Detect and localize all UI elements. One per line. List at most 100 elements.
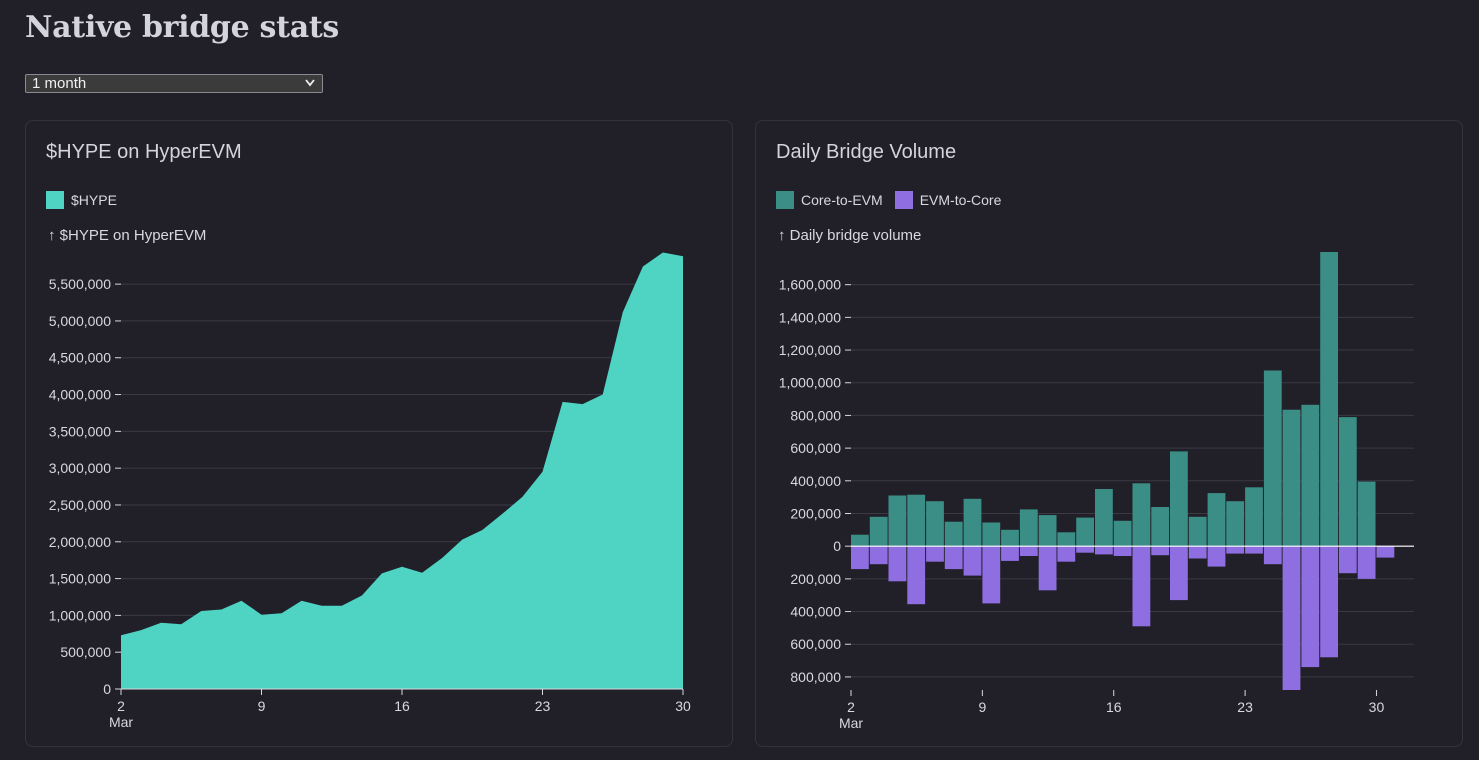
evm-to-core-bar (1076, 546, 1094, 553)
core-to-evm-bar (907, 494, 926, 547)
evm-to-core-bar (1038, 546, 1057, 591)
evm-to-core-bar (1207, 546, 1226, 567)
hype-data-point (682, 255, 685, 258)
hype-area-chart: 0 500,000 1,000,000 1,500,000 2,000,000 2,500… (49, 251, 691, 730)
legend-label-hype: $HYPE (71, 192, 117, 208)
core-to-evm-bar (1019, 509, 1038, 547)
hype-data-point (120, 634, 123, 637)
y-tick-label: 1,000,000 (49, 607, 111, 623)
evm-to-core-bar (1095, 546, 1113, 555)
x-tick-month-label: Mar (109, 714, 133, 730)
evm-to-core-bar (1226, 546, 1245, 554)
evm-to-core-bar (1188, 546, 1207, 559)
evm-to-core-bar (1113, 546, 1132, 556)
evm-to-core-bar (1357, 546, 1376, 579)
evm-to-core-bar (982, 546, 1001, 604)
evm-to-core-bar (851, 546, 869, 570)
y-tick-label: 800,000 (790, 669, 841, 685)
legend-swatch-core-to-evm (776, 191, 794, 209)
time-range-select[interactable]: 1 month (25, 74, 323, 93)
volume-chart-panel: Daily Bridge Volume Core-to-EVM EVM-to-C… (755, 120, 1463, 747)
chevron-down-icon (304, 76, 316, 96)
y-tick-label: 600,000 (790, 636, 841, 652)
hype-chart-panel: $HYPE on HyperEVM $HYPE ↑ $HYPE on Hyper… (25, 120, 733, 747)
core-to-evm-bar (982, 522, 1001, 547)
core-to-evm-bar (1207, 493, 1226, 547)
hype-data-point (481, 528, 484, 531)
x-tick-month-label: Mar (839, 715, 863, 731)
core-to-evm-bar (869, 516, 888, 547)
evm-to-core-bar (1245, 546, 1263, 554)
hype-data-point (220, 608, 223, 611)
hype-data-point (661, 251, 664, 254)
core-to-evm-bar (1188, 516, 1207, 547)
core-to-evm-bar (851, 534, 869, 547)
y-tick-label: 200,000 (790, 571, 841, 587)
legend-swatch-evm-to-core (894, 191, 913, 209)
hype-data-point (140, 629, 143, 632)
hype-chart-y-label-text: $HYPE on HyperEVM (59, 227, 207, 244)
hype-data-point (521, 495, 524, 498)
y-tick-label: 500,000 (60, 644, 111, 660)
y-tick-label: 2,000,000 (49, 534, 111, 550)
evm-to-core-bar (1132, 546, 1151, 627)
hype-data-point (280, 612, 283, 615)
evm-to-core-bar (963, 546, 982, 576)
y-tick-label: 1,000,000 (779, 375, 841, 391)
hype-data-point (200, 609, 203, 612)
hype-data-point (401, 565, 404, 568)
hype-data-point (421, 571, 424, 574)
volume-bar-chart: 800,000 600,000 400,000 200,000 0 200,000 400,… (779, 252, 1414, 731)
core-to-evm-bar (1226, 501, 1245, 547)
hype-chart-legend: $HYPE (46, 191, 129, 209)
hype-data-point (180, 623, 183, 626)
y-tick-label: 4,000,000 (49, 387, 111, 403)
y-tick-label: 4,500,000 (49, 350, 111, 366)
core-to-evm-bar (1095, 489, 1113, 547)
y-tick-label: 1,500,000 (49, 571, 111, 587)
evm-to-core-bar (1338, 546, 1357, 574)
core-to-evm-bar (1038, 515, 1057, 547)
evm-to-core-bar (1151, 546, 1170, 556)
legend-label-evm-to-core: EVM-to-Core (919, 192, 1002, 208)
core-to-evm-bar (1282, 409, 1301, 547)
core-to-evm-bar (888, 495, 907, 547)
evm-to-core-bar (1263, 546, 1282, 565)
hype-data-point (320, 604, 323, 607)
evm-to-core-bar (1301, 546, 1320, 668)
evm-to-core-bar (1282, 546, 1301, 690)
x-tick-label: 16 (1106, 699, 1122, 715)
y-tick-label: 5,500,000 (49, 276, 111, 292)
y-tick-label: 1,200,000 (779, 342, 841, 358)
hype-area-series (121, 252, 683, 689)
volume-chart-title: Daily Bridge Volume (776, 141, 957, 163)
core-to-evm-bar (1170, 451, 1188, 547)
y-tick-label: 3,500,000 (49, 423, 111, 439)
hype-data-point (380, 572, 383, 575)
evm-to-core-bar (907, 546, 926, 605)
core-to-evm-bar (963, 498, 982, 547)
x-tick-label: 2 (117, 698, 125, 714)
hype-chart-title: $HYPE on HyperEVM (46, 141, 242, 163)
hype-data-point (541, 470, 544, 473)
hype-data-point (240, 599, 243, 602)
evm-to-core-bar (1170, 546, 1188, 601)
hype-data-point (601, 393, 604, 396)
volume-chart-y-label: ↑ Daily bridge volume (778, 227, 922, 244)
hype-data-point (561, 400, 564, 403)
hype-data-point (581, 403, 584, 406)
core-to-evm-bar (1132, 483, 1151, 547)
x-tick-label: 23 (1237, 699, 1253, 715)
core-to-evm-bar (1001, 529, 1019, 547)
core-to-evm-bar (926, 501, 944, 547)
page-title: Native bridge stats (25, 10, 339, 45)
x-tick-label: 16 (394, 698, 410, 714)
y-tick-label: 600,000 (790, 440, 841, 456)
volume-chart-y-label-text: Daily bridge volume (789, 227, 922, 244)
y-tick-label: 0 (833, 538, 841, 554)
core-to-evm-bar (1151, 507, 1170, 547)
x-tick-label: 23 (535, 698, 551, 714)
core-to-evm-bar (944, 521, 963, 547)
x-tick-label: 2 (847, 699, 855, 715)
evm-to-core-bar (1320, 546, 1338, 658)
